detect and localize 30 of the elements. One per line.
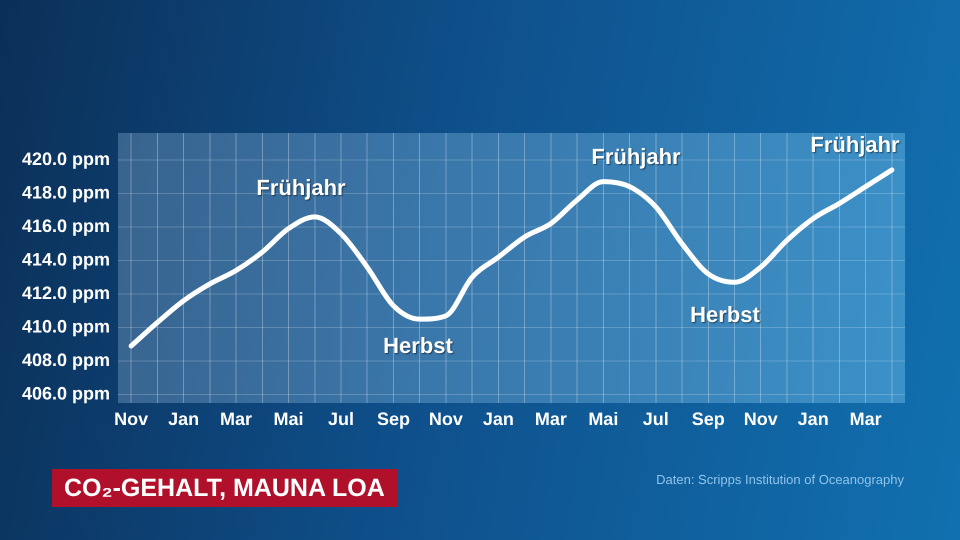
x-tick-label: Jul	[328, 408, 354, 429]
annotation: Herbst	[690, 302, 761, 328]
x-tick-label: Nov	[428, 408, 463, 429]
annotation: Frühjahr	[256, 175, 346, 200]
x-tick-label: Mar	[220, 408, 252, 429]
x-tick-label: Mar	[850, 408, 882, 429]
annotation: Frühjahr	[591, 144, 682, 170]
x-tick-label: Jan	[798, 408, 829, 429]
y-tick-label: 410.0 ppm	[22, 316, 110, 337]
y-tick-label: 406.0 ppm	[22, 384, 110, 404]
text: CO₂-GEHALT, MAUNA LOA	[52, 469, 397, 507]
y-tick-label: 420.0 ppm	[22, 148, 110, 169]
y-tick-label: 416.0 ppm	[22, 216, 110, 236]
x-tick-label: Nov	[114, 408, 148, 429]
y-tick-label: 418.0 ppm	[22, 182, 110, 202]
y-tick-label: 412.0 ppm	[22, 282, 110, 303]
x-tick-label: Jul	[642, 408, 669, 429]
x-tick-label: Nov	[744, 408, 778, 429]
x-tick-label: Jan	[168, 408, 200, 429]
text: Daten: Scripps Institution of Oceanography	[656, 472, 904, 487]
x-tick-label: Jan	[482, 408, 514, 429]
y-tick-label: 408.0 ppm	[22, 350, 110, 370]
x-tick-label: Mai	[588, 408, 618, 429]
x-tick-label: Sep	[376, 408, 410, 429]
annotation: Frühjahr	[810, 132, 900, 158]
annotation: Herbst	[383, 333, 454, 358]
x-tick-label: Mai	[274, 408, 304, 429]
x-tick-label: Mar	[534, 408, 567, 429]
y-tick-label: 414.0 ppm	[22, 249, 110, 270]
x-tick-label: Sep	[692, 408, 725, 429]
